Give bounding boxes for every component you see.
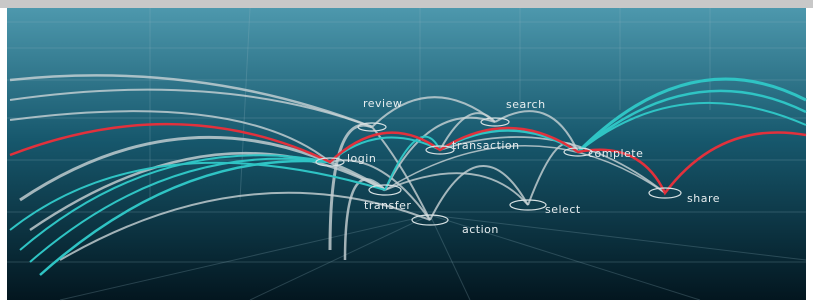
- node-label: transfer: [364, 199, 411, 212]
- node-label: transaction: [452, 139, 520, 152]
- node-label: select: [545, 203, 581, 216]
- node-label: login: [347, 152, 376, 165]
- node-label: review: [363, 97, 402, 110]
- illustration: review search login transaction complete…: [0, 0, 813, 304]
- top-strip: [0, 0, 813, 8]
- node-label: search: [506, 98, 546, 111]
- node-label: action: [462, 223, 499, 236]
- node-label: complete: [588, 147, 643, 160]
- node-label: share: [687, 192, 720, 205]
